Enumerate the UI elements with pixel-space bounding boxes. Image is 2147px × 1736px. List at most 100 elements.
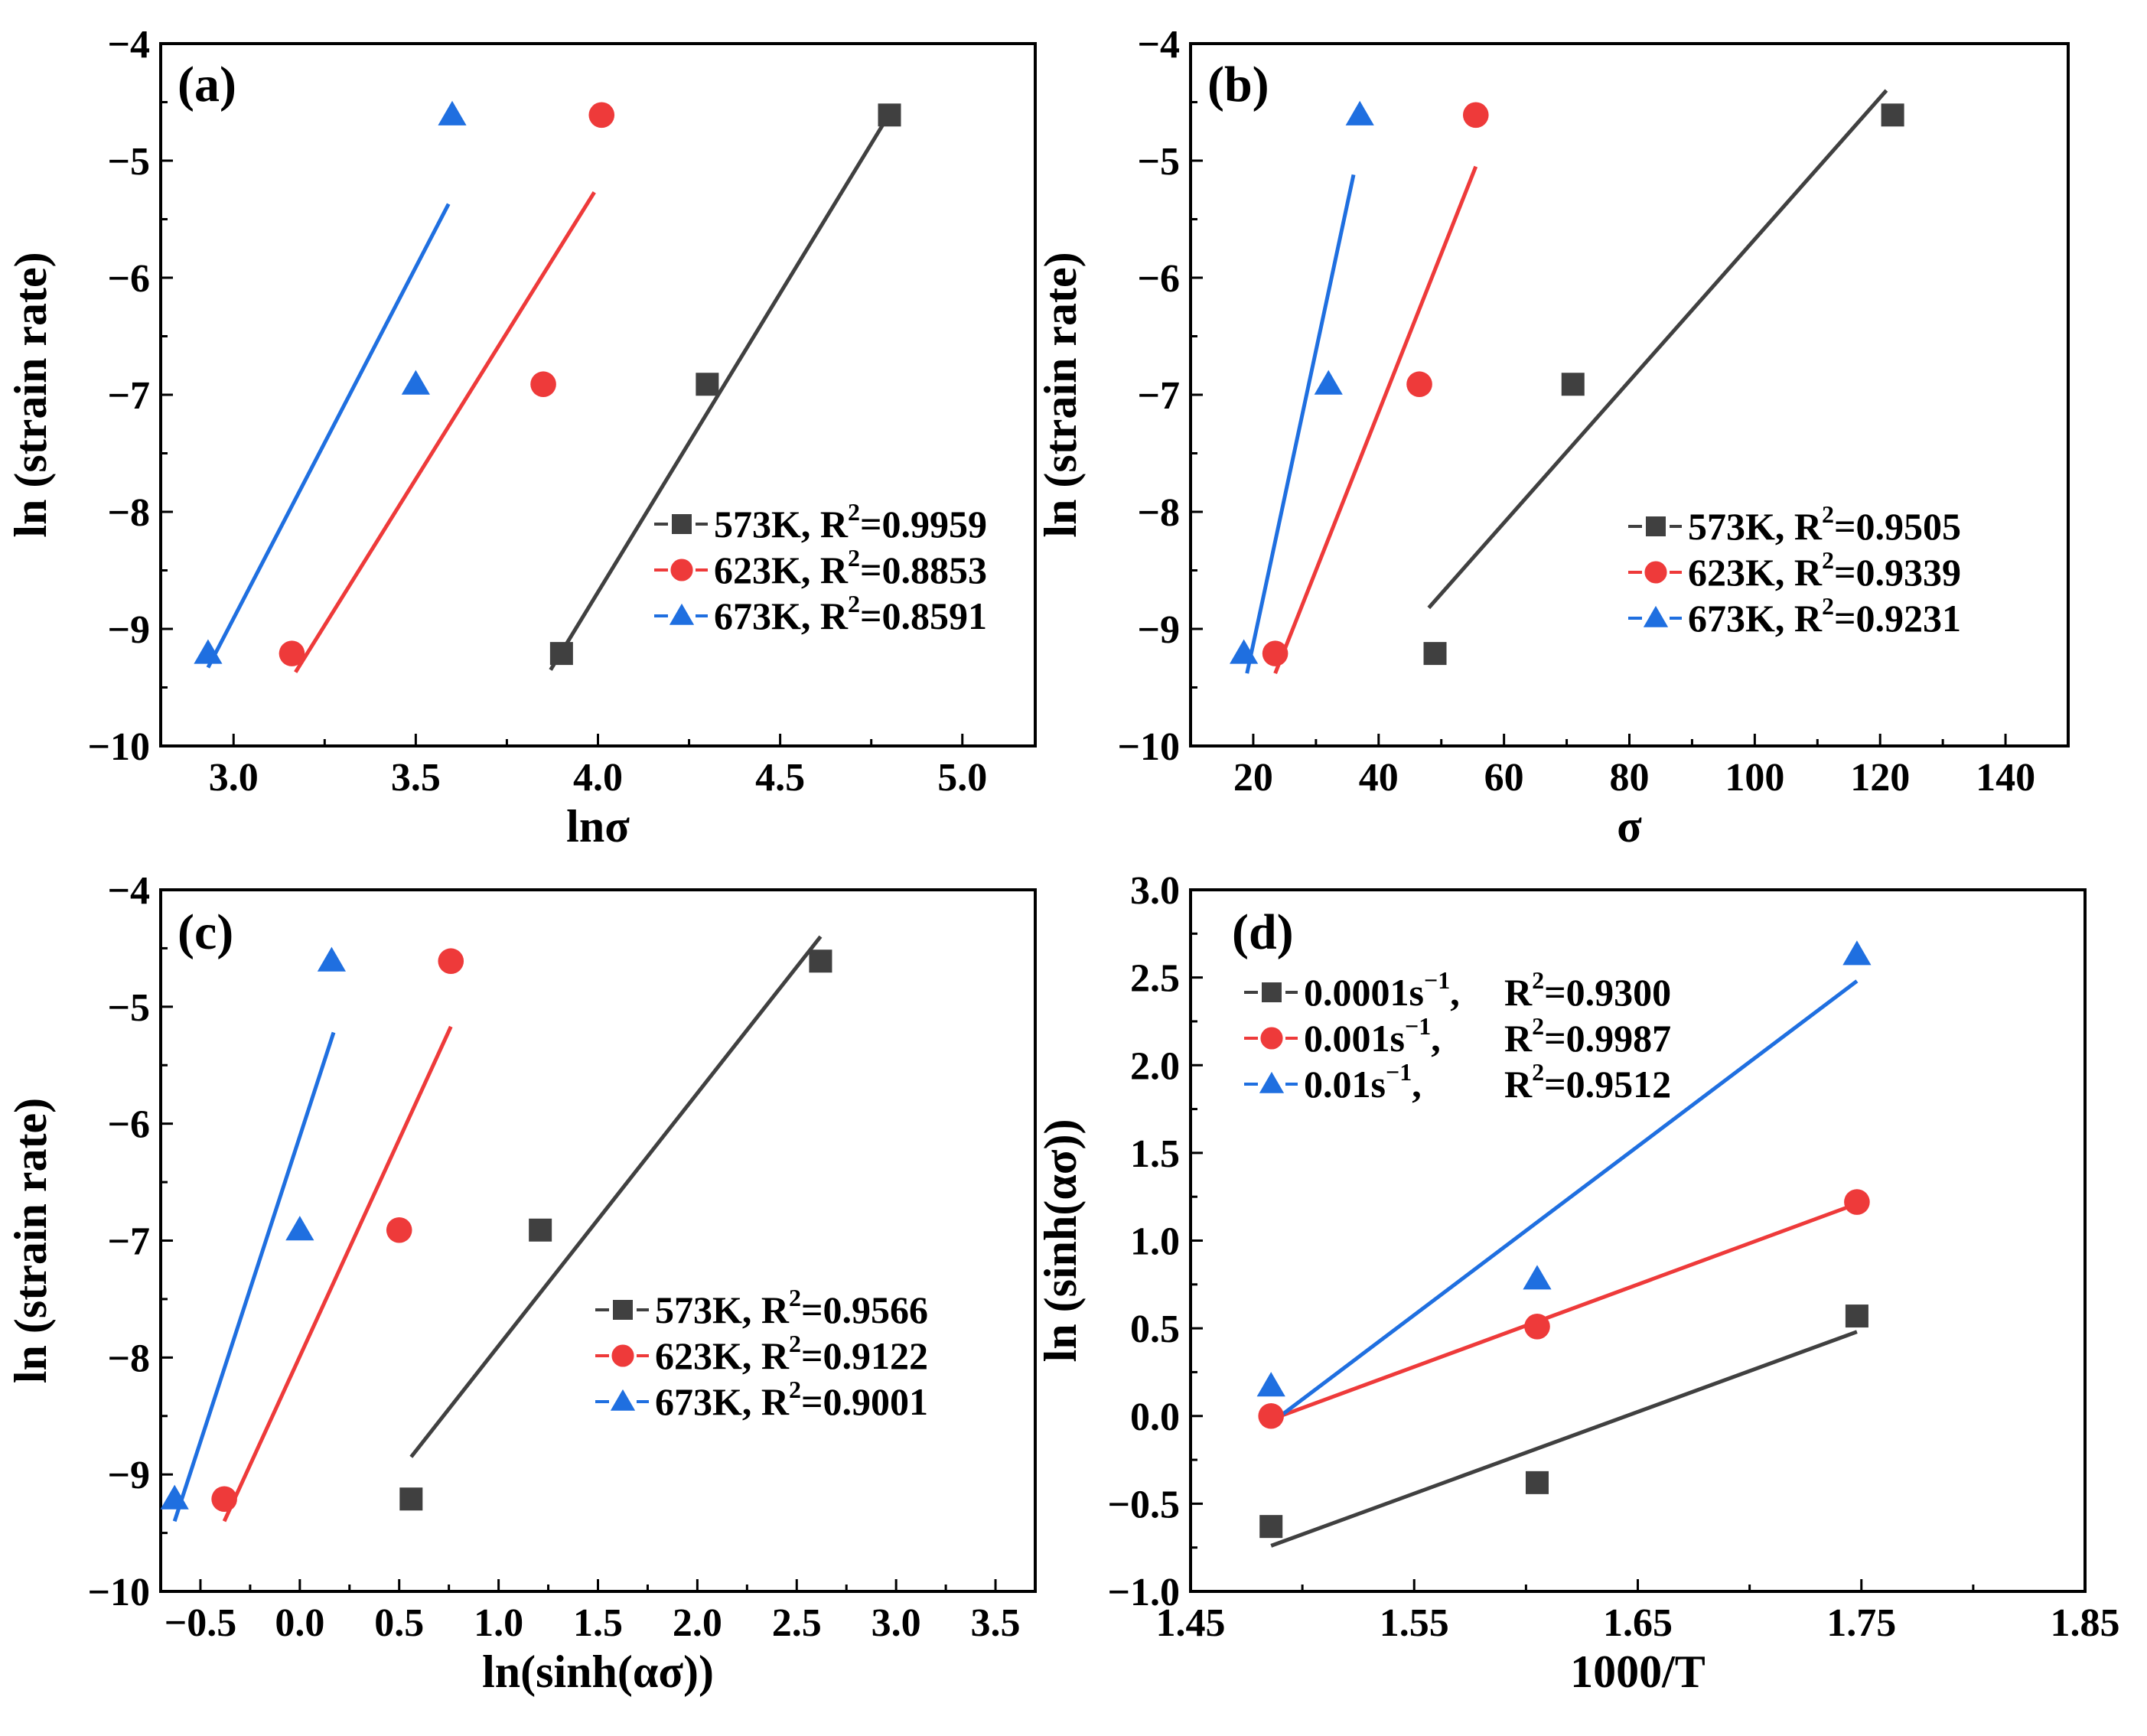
- data-point-573k: [878, 103, 901, 127]
- x-tick-label: 3.5: [971, 1601, 1021, 1645]
- panel-d: 1.45 1.55 1.65 1.75 1.85 −1.0 −0.5 0.0 0.5 1.0 1.5…: [1035, 869, 2120, 1697]
- legend-marker-623k: [670, 559, 693, 581]
- x-tick-label: 3.0: [872, 1601, 921, 1645]
- data-point-673k: [1314, 370, 1343, 395]
- y-tick-label: 1.5: [1130, 1132, 1180, 1176]
- x-tick-label: 5.0: [937, 756, 987, 800]
- legend-entry-623k: 623K, R2=0.9122: [655, 1330, 928, 1377]
- legend-entry-623k: 623K, R2=0.8853: [714, 544, 987, 591]
- y-tick-label: 1.0: [1130, 1220, 1180, 1264]
- y-tick-label: −9: [1137, 608, 1180, 652]
- panel-b: 20 40 60 80 100 120 140 −10 −9 −8 −7 −6 −5 −4 σ ln (str…: [1035, 23, 2070, 852]
- data-point-623k: [438, 948, 464, 975]
- data-point-rate-0001: [1845, 1304, 1868, 1328]
- legend-marker-673k: [610, 1389, 636, 1411]
- data-point-623k: [1406, 371, 1432, 398]
- y-tick-label: −4: [107, 869, 150, 913]
- x-tick-label: 40: [1359, 756, 1399, 800]
- x-axis-title: 1000/T: [1570, 1646, 1706, 1697]
- data-point-673k: [285, 1216, 314, 1241]
- data-point-673k: [438, 100, 467, 125]
- data-point-rate-01: [1842, 940, 1872, 966]
- y-tick-label: −7: [107, 374, 150, 418]
- x-tick-label: 1.45: [1156, 1601, 1226, 1645]
- x-tick-label: 60: [1484, 756, 1524, 800]
- y-tick-label: −4: [1137, 23, 1180, 67]
- x-tick-label: 120: [1850, 756, 1910, 800]
- y-tick-label: −6: [107, 1103, 150, 1147]
- data-point-573k: [1561, 373, 1585, 396]
- panel-a: 3.0 3.5 4.0 4.5 5.0 −10 −9 −8 −7 −6 −5 −4 lnσ ln (str…: [5, 23, 1037, 852]
- y-tick-label: −4: [107, 23, 150, 67]
- panel-label: (a): [178, 57, 236, 112]
- data-point-rate-01: [1523, 1265, 1552, 1290]
- fit-line-623k: [294, 191, 596, 673]
- plot-frame: [1189, 42, 2070, 747]
- fit-line-rate-0001: [1270, 1330, 1858, 1548]
- panel-label: (d): [1232, 904, 1294, 960]
- fit-line-673k: [206, 203, 451, 669]
- panel-label: (c): [178, 904, 233, 960]
- legend-entry-573k: 573K, R2=0.9566: [655, 1284, 928, 1331]
- y-tick-label: 0.5: [1130, 1308, 1180, 1351]
- x-tick-label: 140: [1976, 756, 2035, 800]
- x-tick-label: 100: [1725, 756, 1784, 800]
- x-axis-title: σ: [1617, 801, 1642, 852]
- y-tick-label: −6: [107, 257, 150, 301]
- x-tick-label: 1.85: [2051, 1601, 2120, 1645]
- legend-marker-rate-0001: [1262, 982, 1282, 1002]
- fit-line-573k: [1427, 89, 1888, 610]
- fit-line-623k: [222, 1025, 453, 1523]
- y-tick-label: −8: [107, 1337, 150, 1380]
- legend-entry-rate-0001: 0.0001s−1, R2=0.9300: [1304, 966, 1671, 1014]
- x-tick-label: 1.55: [1380, 1601, 1449, 1645]
- data-point-623k: [588, 102, 615, 129]
- legend-entry-573k: 573K, R2=0.9505: [1688, 500, 1961, 548]
- x-tick-label: 80: [1610, 756, 1650, 800]
- y-tick-label: −1.0: [1107, 1571, 1180, 1614]
- legend-marker-673k: [1643, 605, 1669, 627]
- x-tick-label: 0.0: [275, 1601, 324, 1645]
- legend-marker-673k: [669, 603, 695, 625]
- data-point-573k: [399, 1487, 423, 1511]
- y-tick-label: −7: [107, 1220, 150, 1264]
- x-tick-label: 1.5: [573, 1601, 623, 1645]
- data-point-673k: [1230, 639, 1259, 664]
- legend-entry-rate-001: 0.001s−1, R2=0.9987: [1304, 1012, 1671, 1060]
- x-axis-title: lnσ: [566, 801, 630, 852]
- fit-line-623k: [1273, 165, 1478, 675]
- data-point-673k: [401, 370, 430, 395]
- panel-label: (b): [1207, 57, 1269, 112]
- x-tick-label: 1.0: [474, 1601, 523, 1645]
- legend-entry-rate-01: 0.01s−1, R2=0.9512: [1304, 1058, 1671, 1106]
- data-point-rate-0001: [1259, 1515, 1283, 1539]
- fit-line-573k: [409, 935, 823, 1458]
- y-axis-title: ln (strain rate): [5, 252, 56, 537]
- data-point-573k: [1881, 103, 1904, 127]
- data-point-673k: [194, 639, 223, 664]
- x-tick-label: 1.65: [1603, 1601, 1673, 1645]
- data-point-573k: [696, 373, 719, 396]
- y-tick-label: −6: [1137, 257, 1180, 301]
- y-tick-label: −7: [1137, 374, 1180, 418]
- x-tick-label: 4.0: [573, 756, 623, 800]
- y-tick-label: −9: [107, 608, 150, 652]
- fit-line-573k: [549, 112, 891, 671]
- y-tick-label: −8: [1137, 491, 1180, 535]
- fit-line-673k: [1245, 174, 1356, 674]
- y-tick-label: −10: [87, 725, 150, 769]
- legend-entry-673k: 673K, R2=0.9001: [655, 1376, 928, 1423]
- x-tick-label: 0.5: [374, 1601, 424, 1645]
- fit-line-673k: [172, 1031, 336, 1523]
- fit-line-rate-01: [1269, 979, 1859, 1425]
- data-point-623k: [279, 640, 305, 666]
- legend-marker-rate-001: [1260, 1027, 1283, 1050]
- data-point-rate-001: [1524, 1314, 1550, 1340]
- legend-marker-573k: [672, 514, 692, 534]
- y-tick-label: −10: [87, 1571, 150, 1614]
- y-axis-title: ln (sinh(ασ)): [1035, 1119, 1086, 1363]
